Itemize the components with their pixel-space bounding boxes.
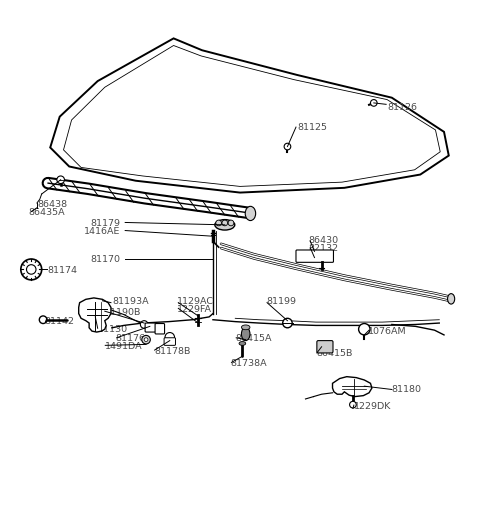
Text: 1416AE: 1416AE [84, 227, 120, 236]
Text: 81178B: 81178B [155, 347, 191, 355]
Circle shape [359, 324, 370, 335]
Circle shape [284, 143, 291, 150]
Circle shape [39, 316, 47, 324]
FancyBboxPatch shape [145, 323, 156, 332]
Circle shape [144, 338, 148, 341]
Circle shape [349, 401, 356, 408]
Polygon shape [333, 377, 372, 397]
FancyBboxPatch shape [164, 338, 176, 346]
Circle shape [140, 321, 148, 328]
FancyBboxPatch shape [296, 250, 334, 262]
Ellipse shape [241, 327, 250, 341]
Text: 1229DK: 1229DK [354, 401, 391, 411]
Circle shape [57, 176, 64, 183]
Text: 81142: 81142 [45, 317, 74, 326]
Text: 86435A: 86435A [29, 208, 65, 217]
Text: 81193A: 81193A [112, 297, 148, 306]
Ellipse shape [241, 325, 250, 329]
Circle shape [371, 99, 377, 106]
Circle shape [142, 335, 150, 344]
Text: 86415B: 86415B [316, 349, 352, 358]
Text: 86430: 86430 [309, 237, 339, 246]
Circle shape [26, 265, 36, 274]
Text: 86415A: 86415A [235, 334, 272, 343]
Ellipse shape [245, 206, 256, 221]
Text: 1229FA: 1229FA [178, 305, 212, 314]
Circle shape [283, 318, 292, 328]
Ellipse shape [239, 341, 246, 346]
Circle shape [222, 220, 228, 226]
Text: 81199: 81199 [266, 297, 296, 306]
Text: 82132: 82132 [309, 244, 339, 253]
Text: 81174: 81174 [48, 266, 78, 275]
Text: 86438: 86438 [37, 200, 67, 209]
Polygon shape [79, 298, 111, 332]
Text: 81130: 81130 [97, 325, 128, 334]
Text: 81190B: 81190B [105, 308, 141, 316]
Text: 1129AC: 1129AC [178, 297, 215, 306]
Text: 81176: 81176 [116, 334, 146, 343]
Text: 81170: 81170 [90, 254, 120, 264]
Text: 81180: 81180 [392, 385, 422, 394]
Text: 1491DA: 1491DA [105, 342, 143, 351]
Circle shape [216, 220, 221, 226]
Ellipse shape [447, 294, 455, 304]
Circle shape [165, 333, 175, 342]
Text: 81738A: 81738A [230, 359, 267, 368]
Ellipse shape [215, 220, 235, 230]
Text: 81125: 81125 [297, 123, 327, 132]
FancyBboxPatch shape [155, 324, 165, 334]
FancyBboxPatch shape [317, 341, 333, 353]
Text: 1076AM: 1076AM [368, 327, 407, 336]
Text: 81126: 81126 [387, 103, 417, 112]
Circle shape [228, 220, 234, 226]
Text: 81179: 81179 [90, 219, 120, 228]
Circle shape [21, 259, 42, 280]
Polygon shape [50, 38, 449, 193]
